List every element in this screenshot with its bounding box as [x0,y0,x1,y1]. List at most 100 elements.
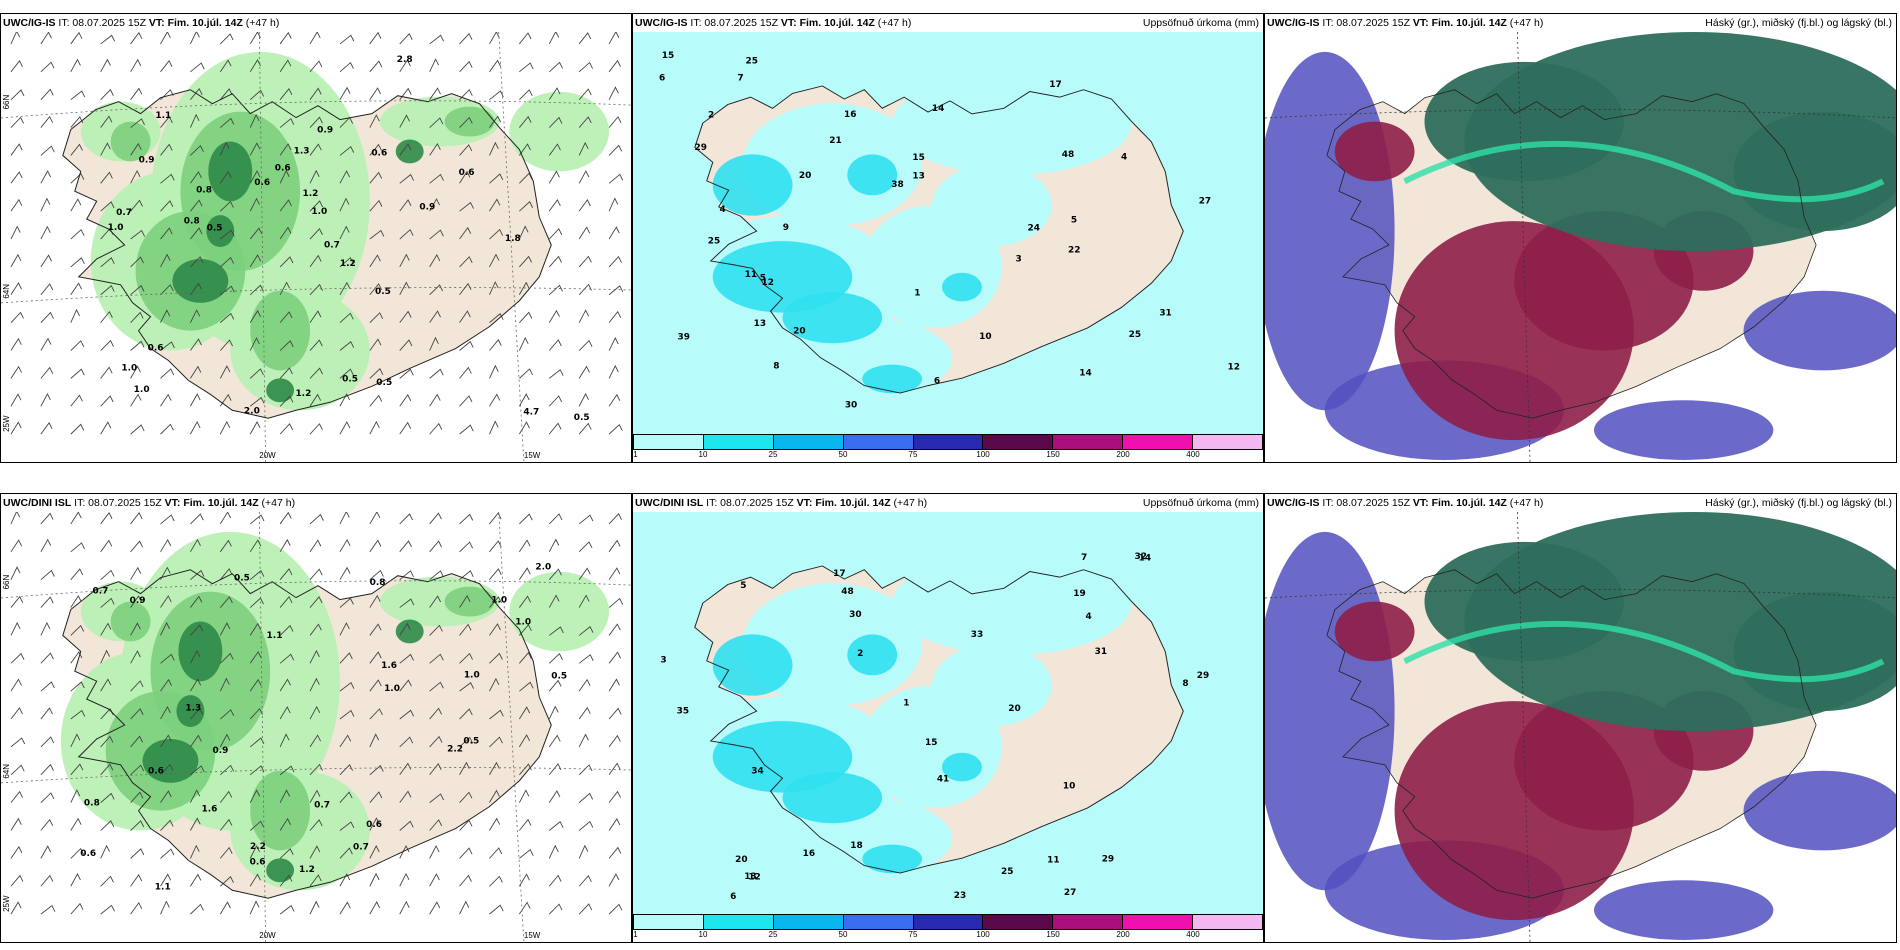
map-value-label: 0.5 [463,737,479,747]
map-value-label: 2 [857,649,863,659]
colorbar: 1 10 25 50 75 100 150 200 400 [633,434,1263,460]
map-value-label: 25 [1001,867,1013,877]
map-value-label: 0.7 [116,208,132,218]
panel-dini-precip-wind: UWC/DINI ISL IT: 08.07.2025 15Z VT: Fim.… [0,493,632,943]
lead-time: (+47 h) [261,497,296,509]
map-value-label: 0.5 [376,378,392,388]
map-value-label: 1.0 [464,671,480,681]
map-value-label: 12 [748,873,760,883]
colorbar-tick: 400 [1186,930,1200,939]
colorbar-swatch [1123,435,1194,449]
map-value-label: 9 [783,223,789,233]
model-name: UWC/DINI ISL [3,497,72,509]
map-value-label: 6 [659,73,665,83]
map-value-label: 35 [677,707,689,717]
panel-header: UWC/IG-IS IT: 08.07.2025 15Z VT: Fim. 10… [1265,494,1896,512]
map-value-label: 1.2 [340,259,356,269]
map-value-label: 1.3 [185,704,201,714]
axis-label: 25W [2,415,11,432]
init-time: IT: 08.07.2025 15Z [690,17,778,29]
map-value-label: 1.0 [515,617,531,627]
map-value-label: 1.0 [108,223,124,233]
colorbar-tick: 25 [768,450,778,459]
panel-igis-clouds-2: UWC/IG-IS IT: 08.07.2025 15Z VT: Fim. 10… [1264,493,1897,943]
axis-label: 20W [259,931,276,940]
lead-time: (+47 h) [877,17,912,29]
map-value-label: 4 [1121,152,1127,162]
colorbar-swatch [1053,915,1124,929]
map-value-label: 12 [1228,363,1240,373]
map-value-label: 2.2 [250,842,266,852]
axis-label: 15W [524,451,541,460]
valid-time: VT: Fim. 10.júl. 14Z [780,17,875,29]
map-value-label: 0.5 [234,574,250,584]
map-value-label: 30 [845,400,857,410]
colorbar-tick: 150 [1046,930,1060,939]
map-value-label: 12 [761,278,773,288]
colorbar-swatch [1193,915,1263,929]
map-value-label: 0.9 [317,126,333,136]
axis-label: 64N [2,284,11,299]
map-value-label: 0.5 [207,223,223,233]
map-value-label: 2 [708,111,714,121]
colorbar-tick: 50 [838,450,848,459]
colorbar-tick: 75 [908,930,918,939]
colorbar-tick: 75 [908,450,918,459]
map-value-label: 14 [1139,553,1151,563]
map-value-label: 1 [914,288,920,298]
map-value-label: 3 [1015,254,1021,264]
map-value-label: 0.6 [80,849,96,859]
map-value-label: 10 [1063,781,1075,791]
map-value-label: 1 [903,698,909,708]
map-value-label: 22 [1068,246,1080,256]
valid-time: VT: Fim. 10.júl. 14Z [796,497,891,509]
map-value-label: 0.9 [139,155,155,165]
field-title: Háský (gr.), miðský (fj.bl.) og lágský (… [1705,497,1892,509]
map-value-label: 14 [1079,368,1091,378]
map-value-label: 2.8 [397,55,413,65]
map-value-label: 20 [735,855,747,865]
map-value-label: 1.0 [121,364,137,374]
axis-label: 66N [2,575,11,590]
map-value-label: 15 [912,153,924,163]
precip-wind-map: 0.7 0.5 1.2 1.0 0.5 0.8 0.6 0.9 4.7 1.3 0.5 0.6 2.0 0… [1,32,631,462]
map-value-label: 4 [720,205,726,215]
valid-time: VT: Fim. 10.júl. 14Z [1412,17,1507,29]
axis-label: 66N [2,95,11,110]
map-value-label: 0.6 [366,820,382,830]
colorbar-swatch [703,915,774,929]
map-value-label: 11 [745,270,757,280]
init-time: IT: 08.07.2025 15Z [1322,17,1410,29]
map-value-label: 41 [937,775,949,785]
panel-dini-accum-precip: UWC/DINI ISL IT: 08.07.2025 15Z VT: Fim.… [632,493,1264,943]
map-value-label: 25 [708,236,720,246]
map-value-label: 1.3 [294,147,310,157]
map-value-label: 48 [841,587,853,597]
map-value-label: 0.6 [275,163,291,173]
colorbar-tick: 10 [698,450,708,459]
map-value-label: 0.9 [419,202,435,212]
map-value-label: 2.2 [447,745,463,755]
map-value-label: 11 [1047,855,1059,865]
map-value-label: 0.6 [459,168,475,178]
lead-time: (+47 h) [1509,17,1544,29]
map-value-label: 29 [695,143,707,153]
colorbar-tick: 100 [976,450,990,459]
axis-label: 20W [259,451,276,460]
map-value-label: 24 [1028,224,1040,234]
panel-header: UWC/IG-IS IT: 08.07.2025 15Z VT: Fim. 10… [1265,14,1896,32]
model-name: UWC/IG-IS [3,17,56,29]
colorbar-swatch [634,435,704,449]
colorbar-swatch [773,435,844,449]
map-value-label: 39 [678,333,690,343]
model-name: UWC/DINI ISL [635,497,704,509]
precip-wind-map: 0.7 0.8 1.0 1.1 0.5 0.6 2.0 0.8 1.6 0.7 1.2 2.2 1.3 1… [1,512,631,942]
colorbar-tick: 1 [633,450,638,459]
map-value-label: 0.6 [148,767,164,777]
colorbar-swatch [843,435,914,449]
map-value-label: 0.6 [371,149,387,159]
map-value-label: 2.0 [244,407,260,417]
map-value-label: 34 [751,767,763,777]
colorbar-tick: 1 [633,930,638,939]
panel-igis-clouds: UWC/IG-IS IT: 08.07.2025 15Z VT: Fim. 10… [1264,13,1897,463]
